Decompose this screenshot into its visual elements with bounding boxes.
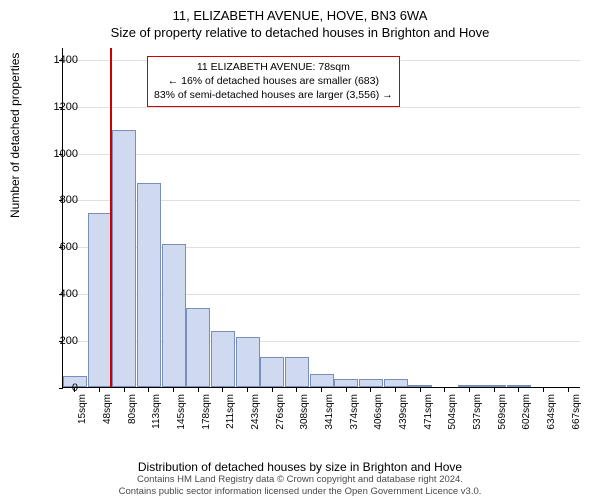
histogram-bar <box>507 385 531 387</box>
x-tick-label: 374sqm <box>349 394 360 438</box>
x-tick-mark <box>99 388 100 392</box>
x-tick-mark <box>370 388 371 392</box>
grid-line <box>63 107 580 108</box>
page-title: 11, ELIZABETH AVENUE, HOVE, BN3 6WA <box>0 0 600 23</box>
x-tick-label: 471sqm <box>423 394 434 438</box>
x-tick-label: 667sqm <box>571 394 582 438</box>
x-tick-label: 504sqm <box>447 394 458 438</box>
x-tick-label: 145sqm <box>176 394 187 438</box>
x-tick-mark <box>444 388 445 392</box>
y-tick-label: 600 <box>38 241 78 253</box>
marker-line <box>110 48 112 387</box>
x-tick-label: 569sqm <box>497 394 508 438</box>
x-axis-label: Distribution of detached houses by size … <box>0 460 600 474</box>
x-tick-label: 15sqm <box>77 394 88 438</box>
x-tick-mark <box>124 388 125 392</box>
grid-line <box>63 154 580 155</box>
x-tick-mark <box>321 388 322 392</box>
y-tick-label: 1000 <box>38 148 78 160</box>
histogram-bar <box>137 183 161 387</box>
x-tick-mark <box>395 388 396 392</box>
histogram-bar <box>408 385 432 387</box>
x-tick-label: 211sqm <box>225 394 236 438</box>
x-tick-label: 276sqm <box>275 394 286 438</box>
x-tick-label: 341sqm <box>324 394 335 438</box>
x-tick-mark <box>568 388 569 392</box>
x-tick-label: 439sqm <box>398 394 409 438</box>
info-box: 11 ELIZABETH AVENUE: 78sqm← 16% of detac… <box>147 56 400 107</box>
page-subtitle: Size of property relative to detached ho… <box>0 23 600 40</box>
histogram-bar <box>260 357 284 387</box>
x-tick-label: 113sqm <box>151 394 162 438</box>
x-tick-label: 406sqm <box>373 394 384 438</box>
y-tick-label: 800 <box>38 194 78 206</box>
x-tick-label: 602sqm <box>521 394 532 438</box>
x-tick-mark <box>148 388 149 392</box>
y-tick-label: 200 <box>38 335 78 347</box>
x-tick-mark <box>198 388 199 392</box>
x-tick-label: 243sqm <box>250 394 261 438</box>
x-tick-mark <box>74 388 75 392</box>
x-tick-label: 48sqm <box>102 394 113 438</box>
footer-line-2: Contains public sector information licen… <box>0 486 600 498</box>
histogram-bar <box>88 213 112 387</box>
x-tick-label: 634sqm <box>546 394 557 438</box>
info-box-line: ← 16% of detached houses are smaller (68… <box>154 74 393 88</box>
histogram-bar <box>162 244 186 387</box>
x-tick-mark <box>494 388 495 392</box>
chart-plot-area: 11 ELIZABETH AVENUE: 78sqm← 16% of detac… <box>62 48 580 388</box>
histogram-bar <box>458 385 482 387</box>
x-tick-mark <box>222 388 223 392</box>
footer-line-1: Contains HM Land Registry data © Crown c… <box>0 474 600 486</box>
x-tick-label: 80sqm <box>127 394 138 438</box>
x-tick-label: 308sqm <box>299 394 310 438</box>
histogram-bar <box>211 331 235 387</box>
info-box-line: 83% of semi-detached houses are larger (… <box>154 88 393 102</box>
y-tick-label: 400 <box>38 288 78 300</box>
histogram-bar <box>310 374 334 387</box>
y-tick-label: 1200 <box>38 101 78 113</box>
x-tick-mark <box>272 388 273 392</box>
histogram-bar <box>384 379 408 387</box>
x-tick-mark <box>173 388 174 392</box>
histogram-bar <box>359 379 383 387</box>
y-axis-label: Number of detached properties <box>8 53 22 218</box>
x-tick-label: 537sqm <box>472 394 483 438</box>
x-tick-mark <box>420 388 421 392</box>
x-tick-mark <box>247 388 248 392</box>
histogram-bar <box>285 357 309 387</box>
x-tick-mark <box>518 388 519 392</box>
histogram-bar <box>112 130 136 387</box>
x-tick-mark <box>543 388 544 392</box>
info-box-line: 11 ELIZABETH AVENUE: 78sqm <box>154 60 393 74</box>
y-tick-label: 1400 <box>38 54 78 66</box>
x-tick-mark <box>296 388 297 392</box>
histogram-bar <box>482 385 506 387</box>
x-tick-label: 178sqm <box>201 394 212 438</box>
x-tick-mark <box>346 388 347 392</box>
footer-attribution: Contains HM Land Registry data © Crown c… <box>0 474 600 498</box>
x-tick-mark <box>469 388 470 392</box>
y-tick-label: 0 <box>38 382 78 394</box>
histogram-bar <box>186 308 210 387</box>
histogram-bar <box>334 379 358 387</box>
histogram-bar <box>236 337 260 387</box>
